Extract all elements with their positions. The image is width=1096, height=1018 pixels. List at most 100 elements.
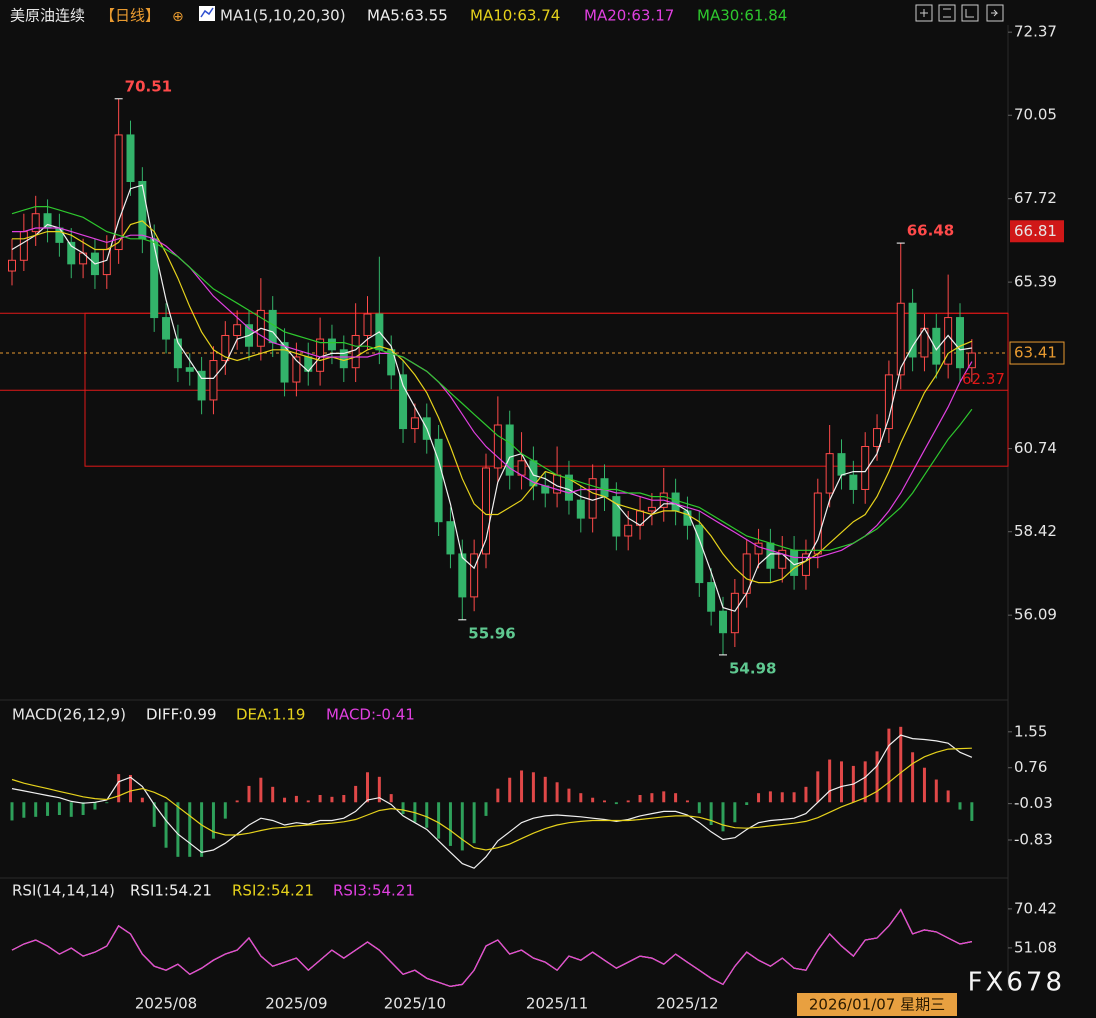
- macd-bar: [674, 793, 678, 803]
- macd-bar: [863, 761, 867, 803]
- macd-bar: [283, 797, 287, 803]
- macd-bar: [69, 802, 73, 817]
- macd-bar: [330, 796, 334, 803]
- candle-body: [221, 334, 230, 362]
- candle-body: [280, 342, 289, 383]
- rsi-line: [11, 908, 973, 988]
- macd-bar: [603, 800, 606, 803]
- y-tick-label: -0.83: [1014, 831, 1053, 849]
- macd-bar: [176, 802, 180, 857]
- period[interactable]: 【日线】: [100, 7, 160, 25]
- rsi-title: RSI(14,14,14): [12, 882, 115, 900]
- macd-bar: [792, 792, 796, 803]
- candle-body: [671, 492, 680, 512]
- candle-body: [114, 134, 123, 251]
- macd-bar: [271, 786, 275, 803]
- cursor-date-box: [797, 993, 957, 1016]
- macd-bar: [804, 786, 808, 803]
- macd-bar: [745, 802, 749, 805]
- macd-bar: [840, 761, 843, 803]
- macd-bar: [531, 772, 535, 803]
- macd-bar: [22, 802, 26, 818]
- candle-body: [719, 610, 727, 634]
- macd-bar: [188, 802, 192, 857]
- macd-bar: [389, 794, 393, 803]
- candle-body: [126, 134, 135, 182]
- macd-bar: [697, 802, 701, 814]
- macd-bar: [259, 777, 263, 803]
- add-icon[interactable]: ⊕: [172, 9, 184, 25]
- candle-body: [150, 238, 159, 319]
- candle-body: [754, 542, 763, 555]
- candle-body: [327, 338, 336, 351]
- candle-body: [138, 180, 147, 240]
- macd-bar: [57, 802, 61, 815]
- candle-body: [292, 356, 301, 383]
- macd-bar: [46, 802, 50, 816]
- macd-bar: [650, 793, 654, 803]
- y-tick-label: 70.05: [1014, 106, 1057, 124]
- macd-bar: [614, 802, 618, 805]
- legend-entry: MA10:63.74: [470, 7, 560, 25]
- candle-body: [67, 241, 76, 265]
- candle-body: [707, 582, 716, 612]
- macd-bar: [93, 802, 97, 810]
- macd-bar: [129, 775, 132, 803]
- legend-entry: RSI2:54.21: [232, 882, 314, 900]
- candle-body: [612, 496, 621, 537]
- macd-bar: [211, 802, 215, 839]
- candle-body: [873, 428, 882, 447]
- candle-body: [884, 374, 893, 430]
- macd-bar: [117, 774, 121, 803]
- extreme-label: 54.98: [729, 659, 776, 677]
- macd-bar: [366, 772, 369, 803]
- extreme-label: 55.96: [468, 624, 515, 642]
- y-tick-label: 51.08: [1014, 938, 1057, 956]
- macd-bar: [508, 777, 512, 803]
- macd-bar: [81, 802, 85, 815]
- indicator-name: MA1(5,10,20,30): [220, 7, 346, 25]
- macd-bar: [164, 802, 168, 848]
- level-label: 62.37: [962, 370, 1005, 388]
- macd-bar: [105, 802, 109, 804]
- y-tick-label: 56.09: [1014, 606, 1057, 624]
- legend-entry: MA5:63.55: [367, 7, 448, 25]
- y-tick-label: 72.37: [1014, 23, 1057, 41]
- macd-bar: [567, 788, 571, 803]
- macd-bar: [721, 802, 725, 832]
- indicator-icon[interactable]: [199, 6, 215, 21]
- macd-bar: [460, 802, 464, 851]
- prev-marker: 66.81: [1014, 222, 1057, 240]
- candle-body: [493, 424, 502, 469]
- macd-bar: [354, 785, 358, 803]
- ma-line: [11, 206, 973, 551]
- candle-body: [31, 213, 40, 233]
- macd-bar: [638, 795, 642, 803]
- macd-bar: [934, 779, 938, 803]
- macd-bar: [780, 792, 784, 803]
- candle-body: [564, 474, 573, 501]
- macd-bar: [757, 793, 761, 803]
- macd-bar: [34, 802, 38, 817]
- candle-body: [956, 317, 964, 369]
- macd-line: [11, 747, 972, 851]
- legend-entry: DIFF:0.99: [146, 706, 217, 724]
- prev-marker-box: [1010, 220, 1064, 243]
- cursor-date: 2026/01/07 星期三: [809, 996, 945, 1014]
- x-tick-label: 2025/08: [135, 995, 197, 1013]
- last-price-box: [1009, 341, 1065, 365]
- candle-body: [837, 453, 846, 476]
- ma-line: [12, 227, 973, 559]
- macd-bar: [200, 802, 204, 857]
- candle-body: [896, 302, 905, 376]
- macd-bar: [377, 776, 381, 803]
- toolbar[interactable]: [915, 4, 1004, 22]
- macd-title: MACD(26,12,9): [12, 706, 126, 724]
- candle-body: [8, 259, 16, 272]
- macd-bar: [543, 776, 547, 803]
- candle-body: [730, 592, 739, 634]
- candle-body: [944, 317, 953, 365]
- x-tick-label: 2025/10: [384, 995, 446, 1013]
- macd-bar: [152, 802, 156, 827]
- candle-body: [849, 474, 858, 490]
